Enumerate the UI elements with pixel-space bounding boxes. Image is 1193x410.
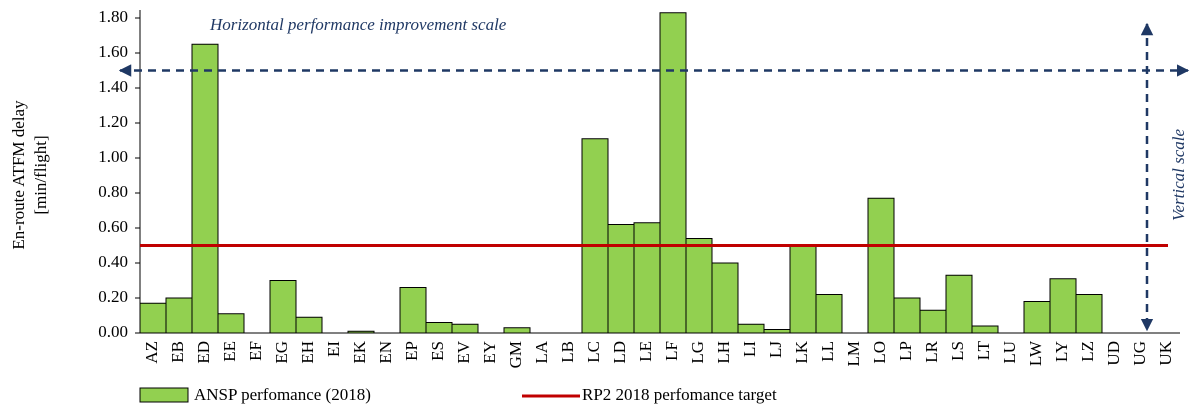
x-tick-label: LC <box>584 341 603 363</box>
bar <box>581 138 609 334</box>
x-tick-label: EY <box>480 341 499 364</box>
x-tick-label: LZ <box>1078 341 1097 362</box>
bar <box>425 322 453 334</box>
bar <box>893 297 921 334</box>
bar <box>139 302 167 334</box>
x-tick-label: LD <box>610 341 629 364</box>
y-tick-label: 0.80 <box>98 182 128 201</box>
y-axis-label: En-route ATFM delay <box>9 100 28 250</box>
x-tick-label: EK <box>350 340 369 363</box>
annotation: Horizontal performance improvement scale <box>209 15 507 34</box>
annotation: Vertical scale <box>1169 129 1188 222</box>
bar <box>789 245 817 334</box>
y-tick-label: 0.60 <box>98 217 128 236</box>
x-tick-label: LW <box>1026 340 1045 366</box>
legend-swatch <box>139 387 189 403</box>
bar <box>867 197 895 334</box>
y-axis-label: [min/flight] <box>31 135 50 214</box>
x-tick-label: LF <box>662 341 681 361</box>
x-tick-label: LI <box>740 341 759 357</box>
bar <box>1049 278 1077 334</box>
x-tick-label: LR <box>922 340 941 362</box>
y-tick-label: 0.00 <box>98 322 128 341</box>
x-tick-label: LJ <box>766 341 785 358</box>
y-tick-label: 0.40 <box>98 252 128 271</box>
x-tick-label: EE <box>220 341 239 362</box>
y-tick-label: 1.20 <box>98 112 128 131</box>
x-tick-label: EP <box>402 341 421 361</box>
y-tick-label: 0.20 <box>98 287 128 306</box>
bar <box>737 323 765 334</box>
x-tick-label: LY <box>1052 341 1071 362</box>
x-tick-label: EH <box>298 341 317 364</box>
x-tick-label: UD <box>1104 341 1123 366</box>
bar <box>633 222 661 334</box>
x-tick-label: EN <box>376 341 395 364</box>
bar <box>165 297 193 334</box>
x-tick-label: UK <box>1156 340 1175 365</box>
legend-label: ANSP perfomance (2018) <box>194 385 371 404</box>
bar <box>1023 301 1051 334</box>
bar <box>711 262 739 334</box>
bar <box>815 294 843 334</box>
bar <box>971 325 999 334</box>
y-tick-label: 1.60 <box>98 42 128 61</box>
bar <box>399 287 427 334</box>
bar <box>685 238 713 334</box>
bar <box>451 323 479 334</box>
legend-label: RP2 2018 perfomance target <box>582 385 777 404</box>
x-tick-label: LO <box>870 341 889 364</box>
x-tick-label: LE <box>636 341 655 362</box>
x-tick-label: EG <box>272 341 291 364</box>
bar <box>763 329 791 334</box>
x-tick-label: GM <box>506 341 525 368</box>
x-tick-label: UG <box>1130 341 1149 366</box>
x-tick-label: LA <box>532 340 551 363</box>
x-tick-label: AZ <box>142 341 161 364</box>
x-tick-label: LK <box>792 340 811 363</box>
x-tick-label: EB <box>168 341 187 363</box>
y-tick-label: 1.40 <box>98 77 128 96</box>
x-tick-label: LH <box>714 341 733 364</box>
y-tick-label: 1.80 <box>98 7 128 26</box>
bar <box>503 327 531 334</box>
x-tick-label: LM <box>844 341 863 367</box>
x-tick-label: LP <box>896 341 915 361</box>
bar <box>295 316 323 334</box>
x-tick-label: LB <box>558 341 577 363</box>
bar <box>1075 294 1103 334</box>
x-tick-label: LU <box>1000 341 1019 364</box>
x-tick-label: EV <box>454 340 473 363</box>
x-tick-label: LL <box>818 341 837 362</box>
x-tick-label: ES <box>428 341 447 361</box>
x-tick-label: LG <box>688 341 707 364</box>
x-tick-label: LS <box>948 341 967 361</box>
x-tick-label: LT <box>974 340 993 360</box>
x-tick-label: EI <box>324 341 343 357</box>
x-tick-label: ED <box>194 341 213 364</box>
bar <box>945 274 973 334</box>
bar <box>659 12 687 334</box>
bar <box>191 43 219 334</box>
bar <box>607 224 635 334</box>
bar <box>269 280 297 334</box>
y-tick-label: 1.00 <box>98 147 128 166</box>
x-tick-label: EF <box>246 341 265 361</box>
bar <box>217 313 245 334</box>
bar <box>919 309 947 334</box>
